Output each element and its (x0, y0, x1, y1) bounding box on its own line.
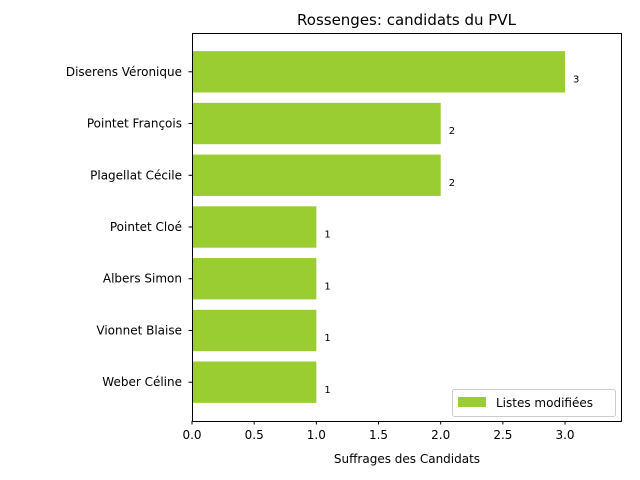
bar (192, 51, 566, 93)
bar-value-label: 1 (324, 333, 330, 344)
legend-label: Listes modifiées (496, 396, 593, 410)
legend: Listes modifiées (452, 389, 616, 417)
x-tick-label: 2.0 (431, 428, 450, 442)
x-tick-label: 3.0 (555, 428, 574, 442)
y-tick-label: Albers Simon (103, 272, 182, 286)
y-tick-label: Pointet François (87, 117, 182, 131)
bar-value-label: 1 (324, 385, 330, 396)
bar (192, 206, 317, 248)
bar (192, 258, 317, 300)
chart-title: Rossenges: candidats du PVL (297, 11, 517, 29)
y-tick-label: Weber Céline (102, 375, 182, 389)
x-tick-label: 2.5 (493, 428, 512, 442)
bar-value-label: 1 (324, 281, 330, 292)
x-tick-label: 0.0 (182, 428, 201, 442)
x-axis-label: Suffrages des Candidats (334, 452, 480, 466)
x-tick-label: 0.5 (245, 428, 264, 442)
y-tick-label: Pointet Cloé (110, 220, 182, 234)
bar-value-label: 1 (324, 230, 330, 241)
bar (192, 154, 441, 196)
bar (192, 102, 441, 145)
bar-value-label: 2 (449, 178, 455, 189)
bar (192, 361, 317, 403)
x-tick-label: 1.0 (307, 428, 326, 442)
bars-group (192, 51, 566, 403)
x-axis-ticks: 0.0 0.5 1.0 1.5 2.0 2.5 3.0 (182, 421, 575, 442)
plot-frame (192, 33, 622, 422)
legend-swatch (458, 397, 486, 407)
y-tick-label: Plagellat Cécile (90, 168, 182, 182)
x-tick-label: 1.5 (369, 428, 388, 442)
y-axis-ticks: Diserens Véronique Pointet François Plagel… (66, 65, 192, 389)
bar-value-label: 3 (573, 74, 579, 85)
y-tick-label: Diserens Véronique (66, 65, 182, 79)
y-tick-label: Vionnet Blaise (96, 323, 182, 337)
value-labels-group: 3 2 2 1 1 1 1 (324, 74, 579, 395)
bar-value-label: 2 (449, 126, 455, 137)
bar (192, 309, 317, 352)
legend-frame (452, 389, 616, 417)
